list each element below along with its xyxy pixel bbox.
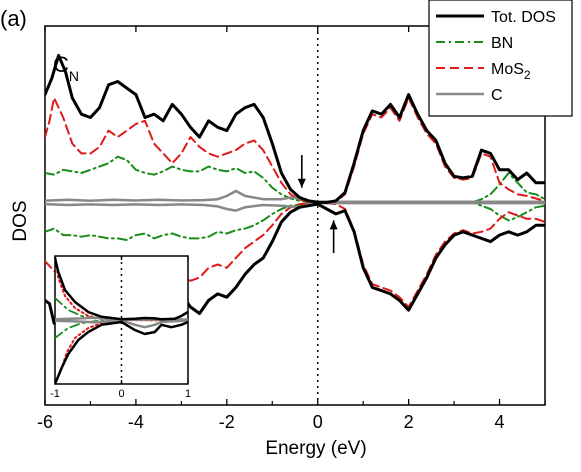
legend-label-tot-dos: Tot. DOS [491, 9, 556, 26]
inset-x-tick-label: 1 [185, 388, 191, 400]
main-x-tick-label: 0 [313, 412, 323, 432]
inset-series-tot-dos-up [55, 256, 188, 321]
inset-series-group [55, 256, 188, 384]
inset-x-ticks: -1 0 1 [50, 256, 191, 400]
main-x-tick-label: 4 [495, 412, 505, 432]
main-series-tot-dos-up [45, 53, 545, 204]
legend-label-c: C [491, 87, 503, 104]
inset-series-c-down [55, 319, 188, 329]
main-x-tick-label: 2 [404, 412, 414, 432]
annotation-arrowhead-down [297, 178, 306, 188]
y-axis-title: DOS [10, 200, 31, 241]
annotation-arrows [297, 155, 338, 254]
legend-label-bn: BN [491, 35, 513, 52]
main-x-ticks: -6 -4 -2 0 2 4 [37, 26, 546, 432]
inset: -1 0 1 [50, 255, 191, 400]
inset-x-tick-label: 0 [118, 388, 124, 400]
main-x-tick-label: -6 [37, 412, 53, 432]
legend: Tot. DOS BN MoS2 C [428, 0, 573, 117]
plot-frame [44, 25, 546, 406]
legend-label-mos2: MoS2 [491, 61, 531, 82]
main-x-tick-label: -2 [219, 412, 235, 432]
inset-series-tot-dos-down [55, 320, 188, 384]
panel-sublabel-sub: N [69, 68, 79, 84]
panel-label: (a) [0, 6, 27, 31]
main-x-tick-label: -4 [128, 412, 144, 432]
annotation-arrowhead-up [329, 220, 338, 230]
x-axis-title: Energy (eV) [265, 438, 366, 459]
legend-box [428, 0, 573, 117]
inset-x-tick-label: -1 [50, 388, 60, 400]
main-series-bn-down [45, 201, 545, 241]
main-series-bn-up [45, 155, 545, 204]
main-series-mos2-up [45, 96, 545, 204]
